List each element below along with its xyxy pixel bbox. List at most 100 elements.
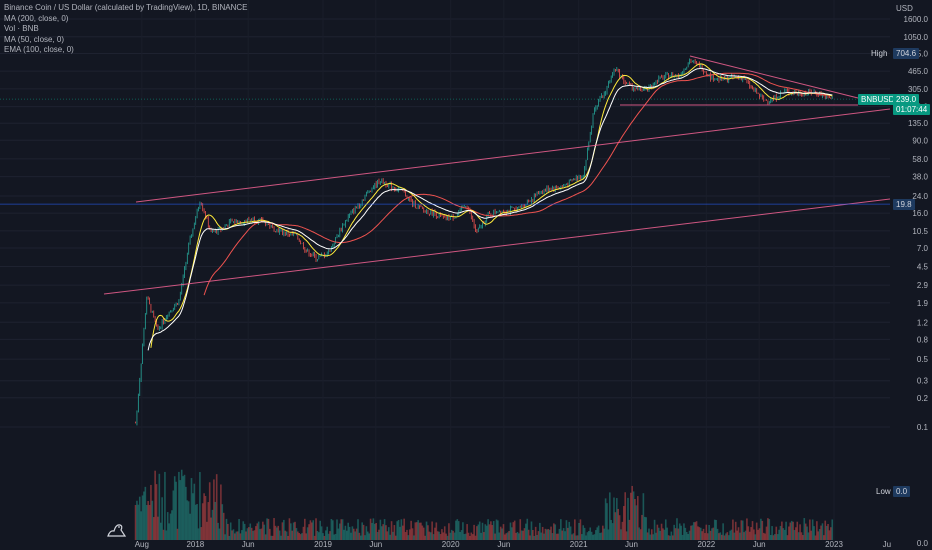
volume-bar — [145, 505, 148, 540]
volume-bar — [304, 518, 306, 540]
legend-volume[interactable]: Vol · BNB — [4, 24, 39, 33]
volume-bar — [827, 523, 829, 540]
volume-bar — [428, 531, 431, 540]
volume-bar — [436, 531, 439, 540]
legend-ma200[interactable]: MA (200, close, 0) — [4, 13, 69, 23]
volume-bar — [590, 531, 593, 540]
time-tick: Ju — [883, 540, 891, 549]
volume-bar — [415, 522, 418, 540]
volume-bar — [352, 528, 355, 540]
volume-bar — [161, 497, 163, 540]
time-tick: Jun — [753, 540, 766, 549]
volume-bar — [329, 531, 331, 540]
volume-bar — [656, 524, 659, 540]
volume-bar — [761, 520, 764, 540]
volume-bar — [417, 520, 419, 540]
volume-bar — [435, 522, 438, 540]
volume-bar — [345, 530, 348, 540]
volume-bar — [466, 524, 468, 540]
volume-bar — [446, 535, 449, 540]
volume-bar — [688, 530, 691, 540]
volume-bar — [478, 521, 481, 540]
legend-ema100[interactable]: EMA (100, close, 0) — [4, 45, 74, 54]
volume-bar — [294, 521, 296, 540]
volume-bar — [287, 535, 289, 540]
price-tick: 16.0 — [912, 209, 928, 218]
volume-bar — [480, 532, 482, 540]
volume-bar — [529, 535, 531, 540]
volume-bar — [448, 523, 450, 540]
volume-bar — [276, 527, 278, 540]
volume-bar — [602, 525, 604, 540]
volume-bar — [541, 526, 544, 540]
price-tick: 1600.0 — [904, 15, 929, 24]
volume-bars — [134, 469, 834, 540]
volume-bar — [634, 499, 636, 540]
volume-bar — [669, 535, 671, 540]
volume-bar — [778, 529, 780, 540]
volume-bar — [607, 529, 610, 540]
volume-bar — [396, 521, 398, 540]
volume-bar — [781, 521, 783, 540]
volume-bar — [635, 505, 638, 540]
tradingview-logo-icon[interactable] — [106, 520, 128, 538]
volume-bar — [168, 523, 170, 540]
volume-bar — [694, 522, 696, 540]
volume-bar — [683, 523, 685, 540]
volume-bar — [504, 534, 506, 540]
volume-bar — [320, 526, 323, 540]
volume-bar — [217, 522, 219, 540]
volume-bar — [487, 519, 489, 540]
volume-bar — [813, 526, 815, 540]
volume-bar — [595, 530, 597, 540]
volume-bar — [315, 518, 317, 540]
volume-bar — [620, 529, 622, 540]
volume-bar — [736, 530, 738, 540]
volume-bar — [558, 528, 561, 540]
volume-bar — [512, 522, 515, 540]
volume-bar — [695, 521, 698, 540]
volume-bar — [422, 527, 425, 540]
volume-bar — [565, 520, 568, 540]
volume-bar — [592, 534, 594, 540]
volume-bar — [148, 504, 151, 540]
volume-bar — [753, 529, 755, 540]
volume-bar — [725, 533, 727, 540]
volume-bar — [229, 522, 232, 540]
volume-bar — [234, 533, 236, 540]
volume-bar — [355, 528, 358, 540]
volume-bar — [421, 525, 424, 540]
volume-bar — [462, 522, 464, 540]
volume-bar — [562, 528, 565, 540]
volume-bar — [368, 533, 370, 540]
volume-bar — [825, 525, 828, 540]
volume-bar — [420, 522, 422, 540]
volume-bar — [199, 472, 201, 540]
volume-bar — [571, 534, 573, 540]
volume-bar — [186, 500, 189, 540]
volume-bar — [765, 526, 768, 540]
volume-bar — [220, 484, 222, 540]
legend-ma50[interactable]: MA (50, close, 0) — [4, 34, 65, 44]
volume-bar — [221, 504, 224, 540]
volume-bar — [441, 529, 443, 540]
volume-bar — [455, 520, 457, 540]
volume-bar — [169, 513, 172, 540]
volume-bar — [823, 535, 825, 540]
volume-bar — [341, 519, 344, 540]
currency-label[interactable]: USD — [896, 4, 913, 13]
volume-bar — [617, 508, 620, 540]
price-tick: 0.8 — [917, 335, 929, 344]
volume-bar — [379, 519, 382, 540]
volume-bar — [701, 531, 703, 540]
volume-bar — [691, 525, 694, 540]
volume-bar — [610, 519, 613, 540]
volume-bar — [723, 535, 726, 540]
volume-bar — [408, 529, 411, 540]
price-tick: 0.1 — [917, 423, 929, 432]
volume-bar — [375, 522, 377, 540]
volume-bar — [299, 534, 302, 540]
price-tick: 1050.0 — [904, 33, 929, 42]
volume-bar — [386, 531, 389, 540]
